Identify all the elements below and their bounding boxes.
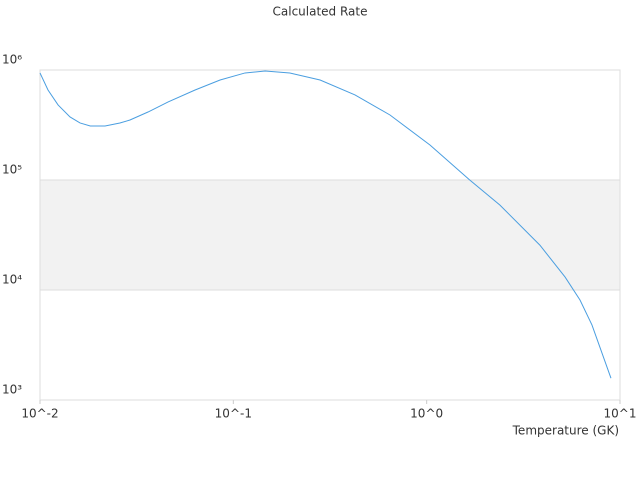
y-tick-label: 10⁶ xyxy=(2,53,22,67)
grid-band xyxy=(40,180,620,290)
x-tick-label: 10^-1 xyxy=(215,407,252,421)
y-tick-label: 10⁵ xyxy=(2,163,22,177)
x-tick-label: 10^0 xyxy=(410,407,443,421)
x-tick-label: 10^1 xyxy=(604,407,637,421)
line-series xyxy=(39,70,612,379)
y-tick-label: 10³ xyxy=(2,383,22,397)
x-tick-label: 10^-2 xyxy=(21,407,58,421)
y-tick-label: 10⁴ xyxy=(2,273,22,287)
x-axis-label: Temperature (GK) xyxy=(512,424,619,438)
chart-title: Calculated Rate xyxy=(273,5,368,19)
